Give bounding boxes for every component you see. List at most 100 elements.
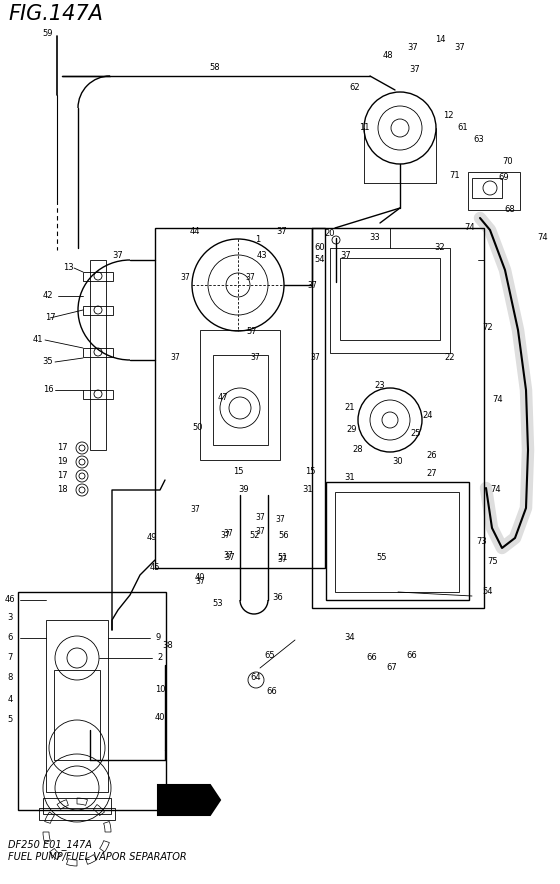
- Text: 32: 32: [435, 243, 445, 253]
- Text: FIG.147A: FIG.147A: [8, 4, 103, 24]
- Text: 40: 40: [195, 574, 206, 583]
- Text: 37: 37: [223, 551, 233, 560]
- Text: 66: 66: [267, 688, 277, 697]
- Text: DF250 E01_147A: DF250 E01_147A: [8, 840, 92, 850]
- Text: 22: 22: [445, 354, 455, 362]
- Text: 28: 28: [353, 446, 363, 454]
- Text: 29: 29: [347, 425, 357, 435]
- Text: 65: 65: [265, 651, 276, 659]
- Text: FUEL PUMP/FUEL VAPOR SEPARATOR: FUEL PUMP/FUEL VAPOR SEPARATOR: [8, 852, 186, 862]
- Text: 17: 17: [45, 314, 55, 323]
- Text: 73: 73: [477, 537, 487, 546]
- Text: 26: 26: [427, 451, 437, 460]
- Text: 17: 17: [57, 444, 67, 453]
- Text: 69: 69: [499, 173, 509, 182]
- Text: 37: 37: [455, 42, 465, 51]
- Text: 17: 17: [57, 471, 67, 481]
- Text: 31: 31: [345, 474, 355, 483]
- Polygon shape: [158, 785, 220, 815]
- Text: 37: 37: [277, 555, 287, 565]
- Text: 9: 9: [155, 634, 161, 643]
- Bar: [468, 172, 520, 210]
- Text: 37: 37: [409, 65, 421, 74]
- Text: 41: 41: [32, 336, 43, 345]
- Text: 62: 62: [349, 83, 360, 93]
- Text: 66: 66: [407, 651, 417, 659]
- Text: 68: 68: [505, 205, 515, 215]
- Text: 37: 37: [225, 553, 235, 562]
- Text: 37: 37: [180, 273, 190, 283]
- Text: 11: 11: [359, 124, 369, 133]
- Text: 70: 70: [503, 157, 514, 166]
- Text: 48: 48: [382, 50, 393, 59]
- Text: FWD: FWD: [170, 795, 199, 805]
- Bar: [335, 492, 459, 592]
- Text: 37: 37: [255, 514, 265, 522]
- Text: 37: 37: [408, 42, 418, 51]
- Bar: [472, 178, 502, 198]
- Text: 54: 54: [315, 255, 325, 264]
- Bar: [18, 592, 166, 810]
- Bar: [155, 228, 325, 568]
- Text: 55: 55: [377, 553, 388, 562]
- Text: 15: 15: [305, 468, 315, 476]
- Bar: [46, 620, 108, 792]
- Text: 63: 63: [474, 135, 484, 144]
- Bar: [43, 798, 111, 814]
- Text: 51: 51: [278, 553, 288, 562]
- Text: 39: 39: [239, 485, 249, 494]
- Bar: [39, 808, 115, 820]
- Text: 64: 64: [251, 674, 262, 682]
- Text: 37: 37: [250, 354, 260, 362]
- Text: 37: 37: [277, 227, 287, 237]
- Text: 56: 56: [279, 530, 290, 539]
- Text: 74: 74: [493, 395, 503, 405]
- Text: 38: 38: [162, 641, 174, 650]
- Text: 12: 12: [443, 111, 453, 120]
- Text: 25: 25: [410, 430, 421, 438]
- Text: 61: 61: [458, 124, 468, 133]
- Text: 23: 23: [375, 382, 385, 391]
- Text: 27: 27: [427, 469, 437, 477]
- Text: 35: 35: [43, 357, 53, 367]
- Text: 31: 31: [303, 485, 313, 494]
- Text: 45: 45: [150, 563, 160, 573]
- Text: 37: 37: [255, 528, 265, 537]
- Bar: [200, 330, 280, 460]
- Text: 60: 60: [315, 243, 325, 253]
- Text: 59: 59: [43, 28, 53, 37]
- Text: 66: 66: [367, 653, 377, 662]
- Bar: [83, 272, 113, 281]
- Text: 10: 10: [155, 685, 165, 695]
- Bar: [83, 390, 113, 399]
- Text: 8: 8: [7, 674, 13, 682]
- Text: 37: 37: [307, 280, 317, 289]
- Bar: [312, 228, 484, 608]
- Text: 53: 53: [213, 599, 223, 608]
- Text: 33: 33: [370, 233, 380, 242]
- Text: 13: 13: [63, 263, 73, 272]
- Text: 37: 37: [170, 354, 180, 362]
- Text: 37: 37: [275, 515, 285, 524]
- Text: 54: 54: [483, 588, 493, 597]
- Text: 7: 7: [7, 653, 13, 662]
- Text: 37: 37: [340, 250, 351, 260]
- Text: 74: 74: [465, 224, 475, 232]
- Text: 50: 50: [193, 423, 203, 432]
- Text: 2: 2: [157, 653, 162, 662]
- Text: 57: 57: [247, 327, 257, 337]
- Text: 37: 37: [190, 506, 200, 514]
- Text: 14: 14: [435, 35, 445, 44]
- Bar: [213, 355, 268, 445]
- Text: 37: 37: [310, 354, 320, 362]
- Text: 52: 52: [250, 530, 260, 539]
- Text: 37: 37: [223, 529, 233, 537]
- Text: 46: 46: [4, 596, 15, 605]
- Bar: [83, 306, 113, 315]
- Text: 20: 20: [325, 230, 335, 239]
- Text: 40: 40: [155, 713, 165, 722]
- Text: 37: 37: [113, 250, 123, 260]
- Text: 42: 42: [43, 292, 53, 301]
- Text: 4: 4: [7, 696, 13, 705]
- Text: 19: 19: [57, 458, 67, 467]
